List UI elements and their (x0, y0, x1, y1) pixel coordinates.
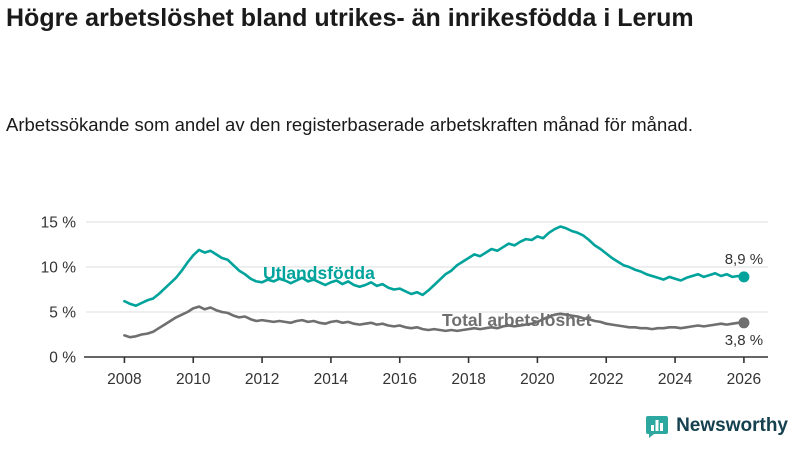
series-line (123, 305, 746, 339)
end-point-dot (738, 317, 750, 329)
x-tick-label: 2010 (176, 371, 211, 388)
chart-area: 0 % 5 % 10 % 15 % 2008 2010 2012 2014 2016 2018 20… (0, 200, 800, 400)
chart-title: Högre arbetslöshet bland utrikes- än inr… (6, 4, 694, 32)
x-tick-label: 2026 (727, 371, 761, 388)
y-tick-label: 15 % (41, 215, 77, 232)
y-tick-label: 10 % (41, 260, 77, 277)
x-tick-label: 2008 (107, 371, 141, 388)
x-tick-label: 2022 (589, 371, 623, 388)
end-point-dot (738, 271, 750, 283)
series-line (123, 225, 746, 307)
series-label-utlandsfodda: Utlandsfödda (263, 263, 375, 283)
newsworthy-logo-icon (646, 416, 669, 438)
x-tick-label: 2018 (451, 371, 485, 388)
newsworthy-wordmark: Newsworthy (676, 415, 788, 436)
x-tick-label: 2020 (520, 371, 555, 388)
unemployment-line-chart: 0 % 5 % 10 % 15 % 2008 2010 2012 2014 2016 2018 20… (41, 215, 768, 388)
x-tick-label: 2016 (383, 371, 417, 388)
chart-subtitle: Arbetssökande som andel av den registerb… (6, 114, 693, 135)
series-label-total-arbetsloshet: Total arbetslöshet (442, 310, 592, 330)
y-tick-label: 5 % (49, 305, 76, 322)
y-tick-label: 0 % (49, 350, 76, 367)
x-tick-label: 2024 (658, 371, 693, 388)
x-tick-label: 2012 (245, 371, 279, 388)
x-tick-label: 2014 (314, 371, 349, 388)
end-value-label: 8,9 % (725, 251, 763, 268)
end-value-label: 3,8 % (725, 332, 763, 349)
newsworthy-brand: Newsworthy (645, 414, 788, 438)
